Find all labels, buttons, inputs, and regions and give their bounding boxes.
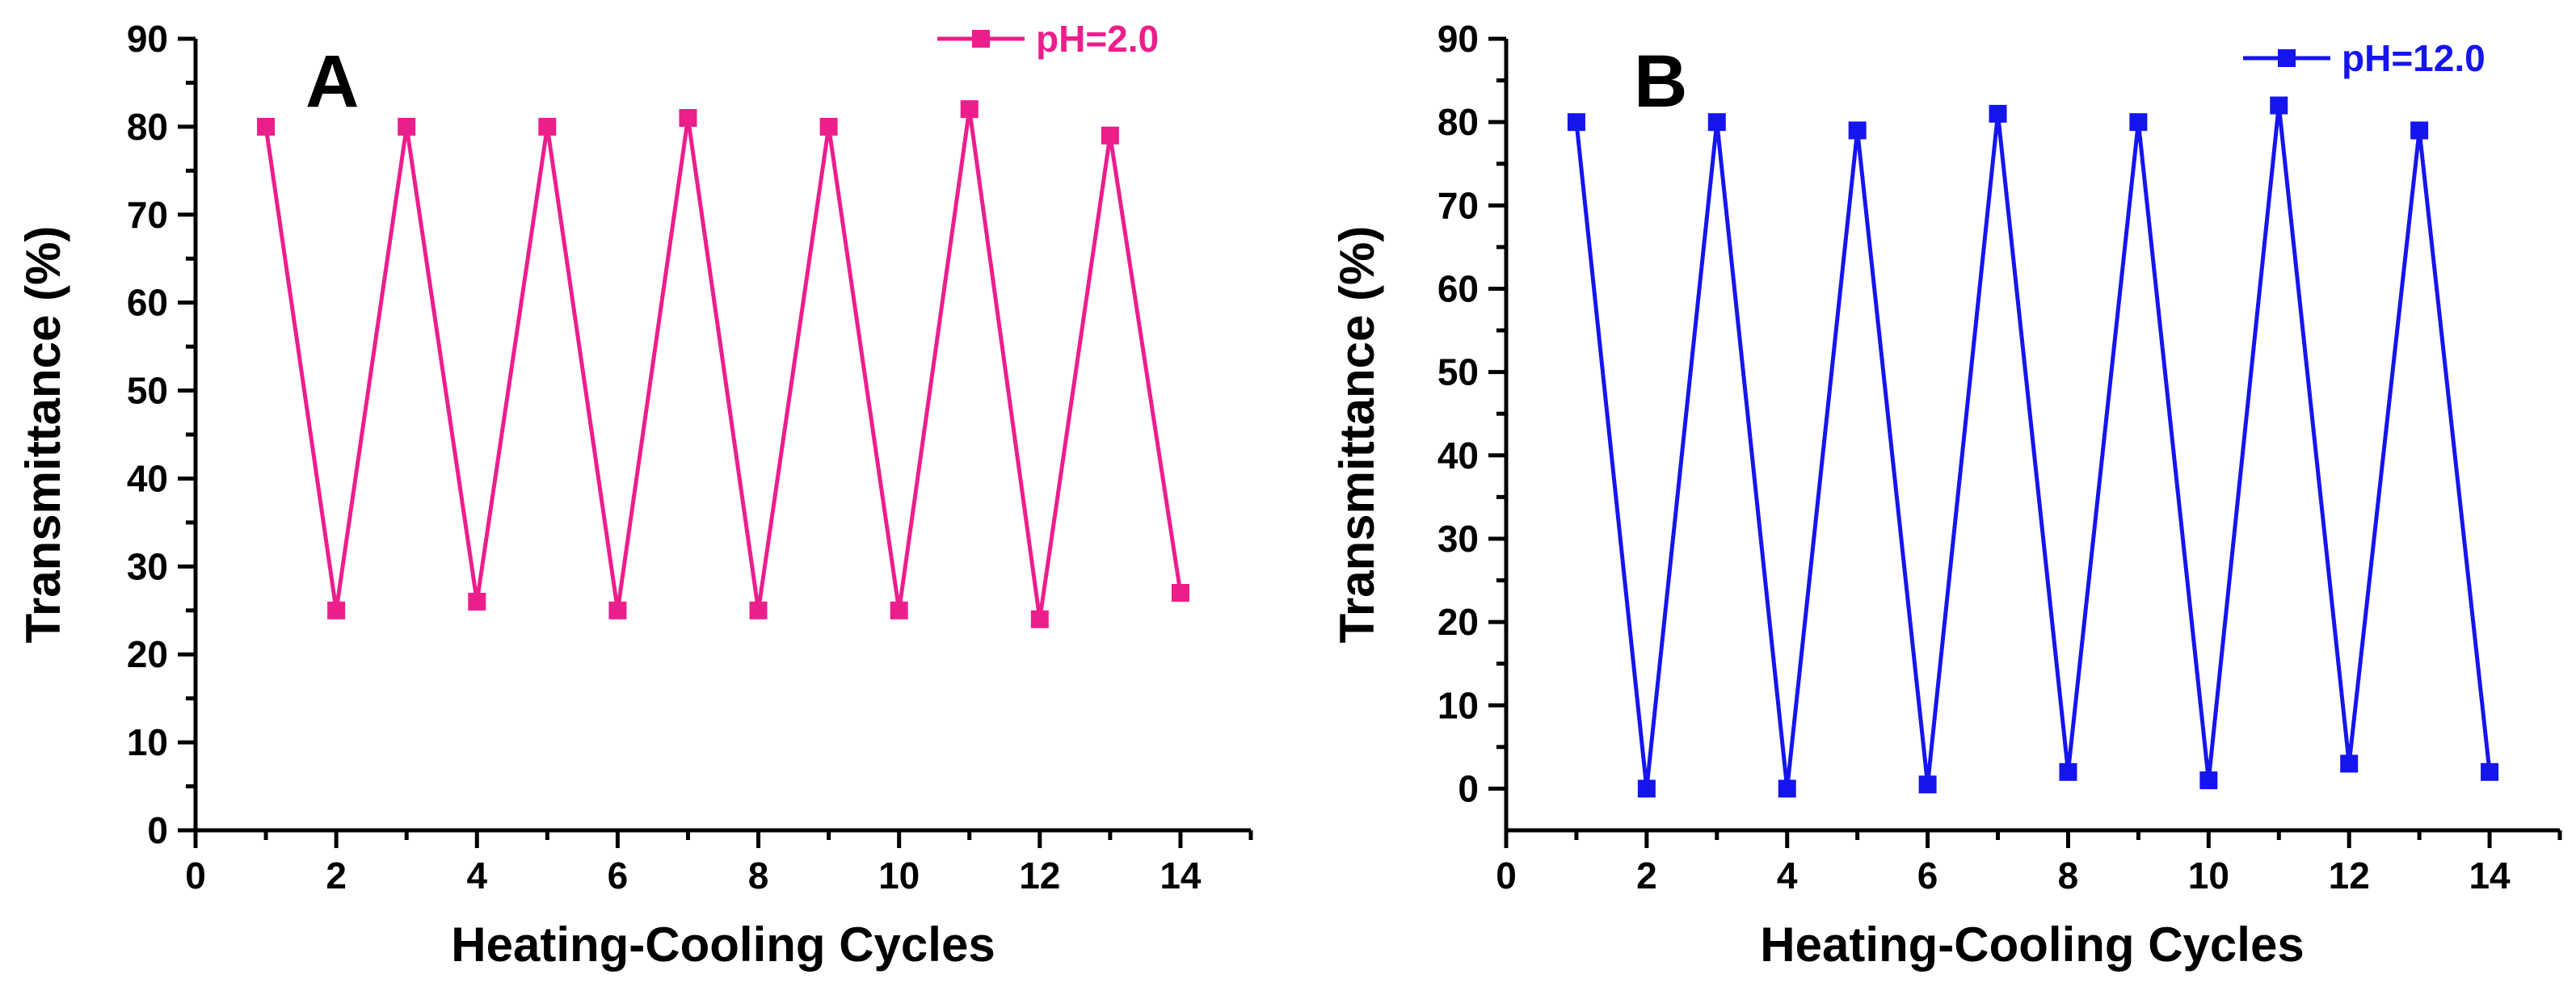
data-point bbox=[2481, 762, 2499, 781]
y-tick-label: 90 bbox=[1437, 18, 1479, 60]
data-point bbox=[538, 117, 557, 136]
chart-panel-b: 0 10 20 30 40 50 60 70 80 90 0 2 4 6 8 10 12 14 Heating-Co… bbox=[1330, 18, 2562, 972]
y-tick-label: 30 bbox=[127, 545, 168, 587]
data-point bbox=[1918, 775, 1937, 794]
data-point bbox=[1778, 779, 1796, 798]
series-line-ph-2-0 bbox=[263, 108, 1183, 620]
data-point bbox=[819, 117, 838, 136]
data-point bbox=[2270, 96, 2288, 115]
x-tick-label: 8 bbox=[748, 855, 769, 897]
x-tick-label: 12 bbox=[2329, 855, 2370, 897]
data-point bbox=[890, 601, 908, 620]
data-point bbox=[327, 601, 346, 620]
x-axis-title: Heating-Cooling Cycles bbox=[451, 918, 995, 972]
y-axis-title: Transmittance (%) bbox=[16, 226, 70, 644]
y-tick-label: 20 bbox=[1437, 601, 1479, 643]
y-tick-label: 10 bbox=[127, 721, 168, 763]
y-tick-label: 40 bbox=[127, 457, 168, 499]
x-tick-label: 6 bbox=[608, 855, 629, 897]
legend: pH=12.0 bbox=[2243, 37, 2486, 79]
y-tick-label: 50 bbox=[1437, 351, 1479, 393]
x-tick-label: 6 bbox=[1917, 855, 1938, 897]
x-axis-title: Heating-Cooling Cycles bbox=[1760, 918, 2304, 972]
x-tick-label: 12 bbox=[1019, 855, 1060, 897]
y-tick-label: 0 bbox=[1458, 767, 1479, 809]
y-tick-label: 10 bbox=[1437, 684, 1479, 726]
y-tick-label: 70 bbox=[127, 194, 168, 236]
y-axis-title: Transmittance (%) bbox=[1330, 226, 1384, 644]
y-tick-label: 60 bbox=[1437, 267, 1479, 309]
legend-marker bbox=[972, 30, 990, 48]
y-tick-label: 50 bbox=[127, 370, 168, 412]
data-point bbox=[679, 109, 697, 127]
data-point bbox=[1848, 121, 1867, 140]
x-tick-label: 2 bbox=[326, 855, 347, 897]
data-point bbox=[2410, 121, 2429, 140]
data-point bbox=[1101, 126, 1119, 145]
x-tick-label: 10 bbox=[878, 855, 920, 897]
legend-label: pH=2.0 bbox=[1036, 18, 1159, 60]
panel-label: B bbox=[1634, 40, 1687, 123]
x-tick-label: 0 bbox=[185, 855, 206, 897]
data-point bbox=[960, 100, 979, 119]
data-point bbox=[2129, 113, 2148, 132]
y-tick-label: 80 bbox=[127, 106, 168, 148]
x-tick-label: 0 bbox=[1496, 855, 1517, 897]
x-tick-label: 14 bbox=[1160, 855, 1202, 897]
data-point bbox=[749, 601, 768, 620]
y-tick-label: 70 bbox=[1437, 184, 1479, 226]
y-tick-label: 0 bbox=[147, 809, 168, 851]
y-tick-label: 40 bbox=[1437, 435, 1479, 477]
legend-marker bbox=[2278, 49, 2296, 67]
y-tick-label: 90 bbox=[127, 18, 168, 60]
x-tick-label: 10 bbox=[2188, 855, 2229, 897]
data-point bbox=[2059, 762, 2077, 781]
y-tick-label: 60 bbox=[127, 282, 168, 324]
chart-panel-a: 0 10 20 30 40 50 60 70 80 90 0 2 4 6 8 10 12 14 Heating-Co… bbox=[16, 18, 1253, 972]
data-point bbox=[2199, 771, 2218, 790]
data-point bbox=[398, 117, 416, 136]
y-tick-label: 20 bbox=[127, 633, 168, 675]
y-tick-label: 80 bbox=[1437, 101, 1479, 143]
legend-label: pH=12.0 bbox=[2342, 37, 2486, 79]
series-line-ph-12-0 bbox=[1574, 105, 2492, 789]
data-point bbox=[1567, 113, 1585, 132]
x-tick-label: 2 bbox=[1636, 855, 1657, 897]
data-point bbox=[257, 117, 276, 136]
data-point bbox=[1637, 779, 1656, 798]
data-point bbox=[1171, 584, 1189, 602]
data-point bbox=[468, 592, 486, 611]
data-point bbox=[1989, 104, 2007, 123]
data-point bbox=[1030, 610, 1049, 628]
data-point bbox=[1707, 113, 1726, 132]
y-tick-label: 30 bbox=[1437, 518, 1479, 560]
data-point bbox=[2340, 754, 2359, 773]
x-tick-label: 4 bbox=[1777, 855, 1798, 897]
panel-label: A bbox=[305, 40, 359, 123]
x-tick-label: 8 bbox=[2058, 855, 2079, 897]
x-tick-label: 14 bbox=[2469, 855, 2511, 897]
x-tick-label: 4 bbox=[466, 855, 487, 897]
data-point bbox=[608, 601, 627, 620]
legend: pH=2.0 bbox=[937, 18, 1159, 60]
